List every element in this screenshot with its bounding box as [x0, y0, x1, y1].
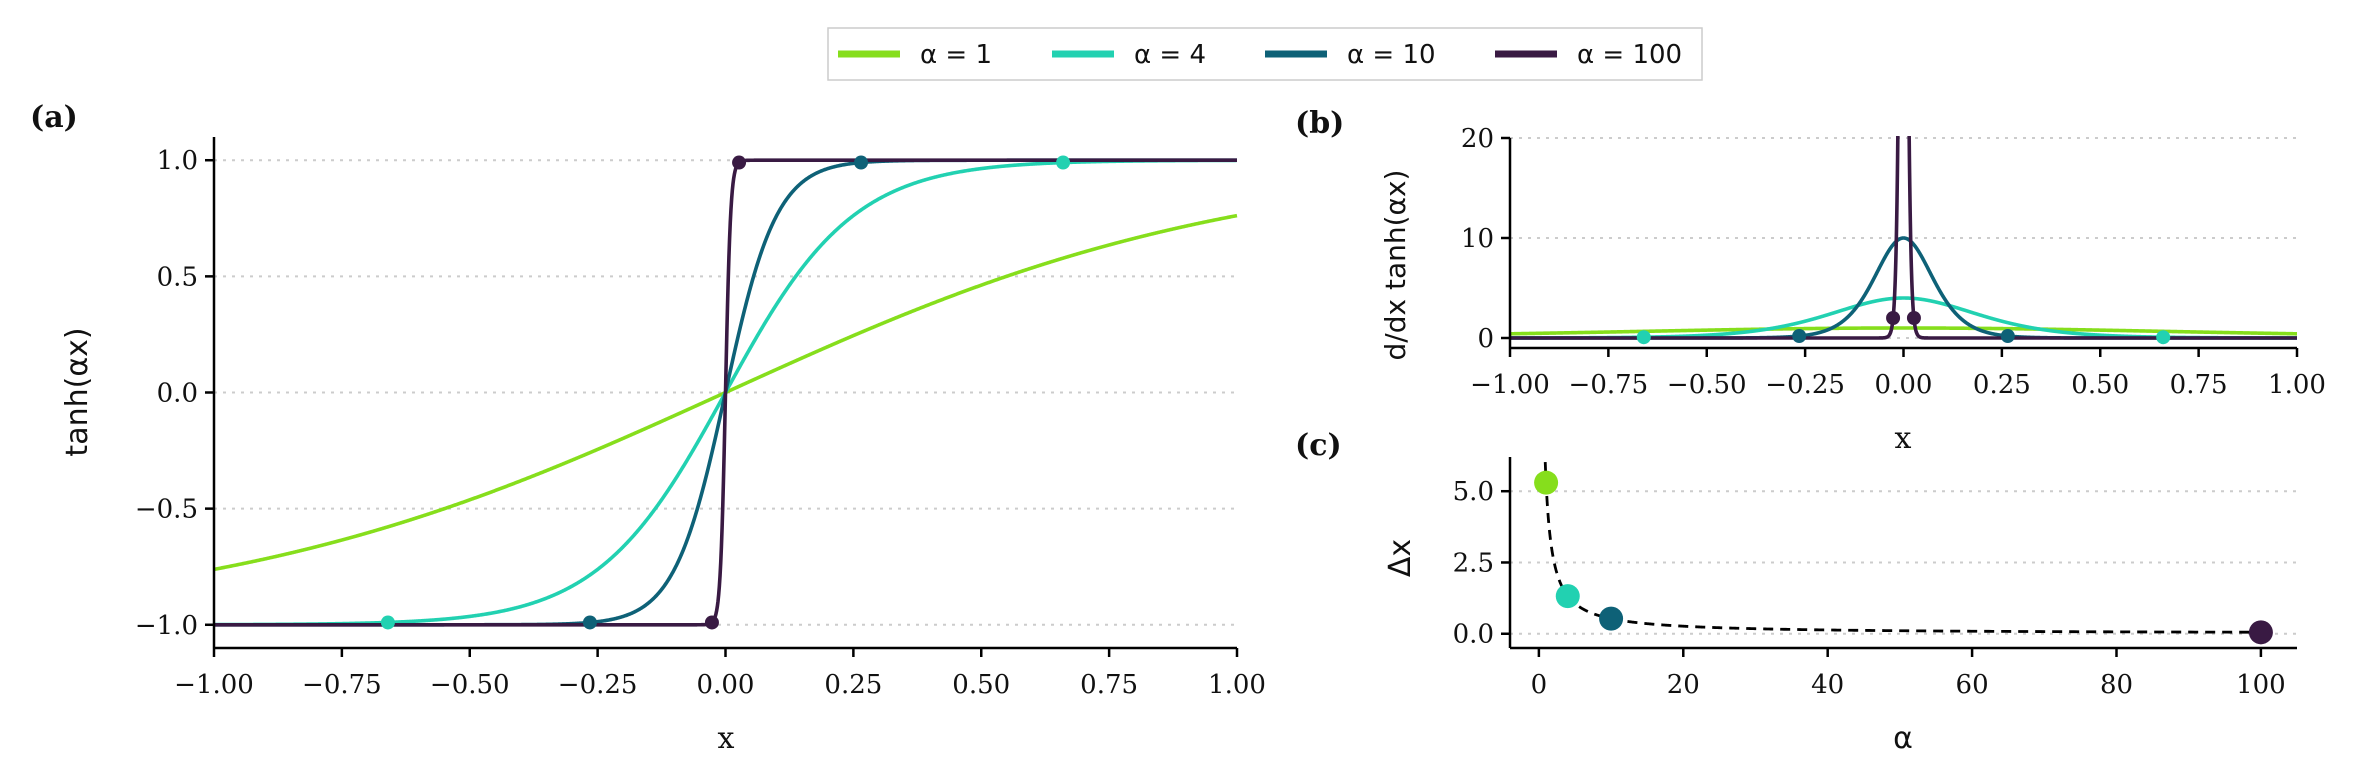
panel-c-y-tick-label: 5.0 [1453, 477, 1494, 507]
width-point-alpha-1 [1534, 470, 1559, 495]
panel-b-x-tick-label: −0.50 [1667, 370, 1747, 400]
panel-a-y-axis-label: tanh(αx) [60, 327, 95, 456]
panel-c-y-tick-label: 2.5 [1453, 548, 1494, 578]
panel-b-x-tick-label: 0.75 [2170, 370, 2228, 400]
panel-a-y-tick-label: −1.0 [135, 611, 198, 641]
legend-label-alpha-10: α = 10 [1347, 40, 1436, 70]
panel-label-b: (b) [1295, 106, 1344, 141]
panel-c-x-tick-label: 100 [2236, 670, 2286, 700]
derivative-curve-alpha-1 [1510, 326, 2297, 336]
panel-a-y-tick-label: 1.0 [157, 146, 198, 176]
panel-a-markers [380, 155, 1071, 630]
panel-b-x-tick-label: 0.00 [1875, 370, 1933, 400]
panel-b-y-tick-label: 20 [1461, 124, 1494, 154]
panel-b-derivative-plot: −1.00 −0.75 −0.50 −0.25 0.00 0.25 0.50 0.75 1.00… [1379, 124, 2326, 456]
panel-c-x-tick-label: 40 [1811, 670, 1844, 700]
tanh-marker-alpha-4 [380, 615, 395, 630]
panel-b-x-tick-label: −0.75 [1569, 370, 1649, 400]
panel-b-x-ticks: −1.00 −0.75 −0.50 −0.25 0.00 0.25 0.50 0.75 1.00 [1470, 348, 2326, 400]
panel-a-y-tick-label: −0.5 [135, 495, 198, 525]
legend-label-alpha-4: α = 4 [1134, 40, 1206, 70]
panel-a-x-tick-label: −1.00 [174, 670, 254, 700]
panel-c-width-plot: 0 20 40 60 80 100 0.0 2.5 5.0 α Δx [1383, 457, 2297, 756]
panel-c-fit-curve [1543, 461, 2261, 634]
panel-a-tanh-plot: −1.00 −0.75 −0.50 −0.25 0.00 0.25 0.50 0.75 1.00… [60, 137, 1266, 756]
derivative-marker-alpha-10 [1792, 329, 1807, 343]
panel-a-y-ticks: −1.0 −0.5 0.0 0.5 1.0 [135, 146, 214, 641]
tanh-marker-alpha-100 [704, 615, 719, 630]
panel-c-x-axis-label: α [1893, 721, 1913, 756]
panel-b-x-tick-label: −0.25 [1765, 370, 1845, 400]
panel-c-x-ticks: 0 20 40 60 80 100 [1531, 648, 2286, 700]
panel-a-x-ticks: −1.00 −0.75 −0.50 −0.25 0.00 0.25 0.50 0.75 1.00 [174, 648, 1266, 700]
panel-a-x-tick-label: 0.75 [1080, 670, 1138, 700]
panel-a-y-tick-label: 0.5 [157, 262, 198, 292]
legend-entry-alpha-4: α = 4 [1052, 40, 1206, 70]
derivative-marker-alpha-100 [1906, 311, 1921, 325]
panel-c-y-tick-label: 0.0 [1453, 620, 1494, 650]
derivative-curve-alpha-10 [1510, 236, 2297, 340]
panel-c-x-tick-label: 60 [1956, 670, 1989, 700]
panel-c-y-ticks: 0.0 2.5 5.0 [1453, 477, 1510, 650]
width-point-alpha-100 [2248, 620, 2273, 645]
panel-b-y-label-text: d/dx tanh(αx) [1379, 170, 1412, 361]
panel-a-x-tick-label: 0.50 [952, 670, 1010, 700]
width-point-alpha-4 [1555, 584, 1580, 609]
width-point-alpha-10 [1599, 606, 1624, 631]
panel-a-x-tick-label: 1.00 [1208, 670, 1266, 700]
panel-a-x-tick-label: −0.25 [558, 670, 638, 700]
panel-c-points [1534, 470, 2273, 645]
panel-label-a: (a) [30, 100, 78, 135]
legend-entry-alpha-100: α = 100 [1495, 40, 1682, 70]
panel-b-y-ticks: 0 10 20 [1461, 124, 1510, 354]
panel-a-x-tick-label: −0.75 [302, 670, 382, 700]
panel-b-x-tick-label: 0.25 [1973, 370, 2031, 400]
panel-b-y-axis-label: d/dx tanh(αx) [1379, 170, 1412, 361]
tanh-marker-alpha-10 [582, 615, 597, 630]
panel-b-x-axis-label: x [1895, 421, 1912, 456]
legend-label-alpha-1: α = 1 [920, 40, 992, 70]
panel-b-markers [1636, 311, 2171, 345]
panel-a-x-axis-label: x [718, 721, 735, 756]
derivative-marker-alpha-10 [2000, 329, 2015, 343]
legend: α = 1 α = 4 α = 10 α = 100 [827, 27, 1703, 81]
tanh-marker-alpha-100 [732, 155, 747, 170]
derivative-marker-alpha-4 [2156, 330, 2171, 345]
panel-c-y-axis-label: Δx [1383, 539, 1418, 577]
panel-c-x-tick-label: 0 [1531, 670, 1548, 700]
panel-c-x-tick-label: 20 [1667, 670, 1700, 700]
derivative-marker-alpha-4 [1636, 330, 1651, 345]
tanh-marker-alpha-10 [854, 155, 869, 170]
panel-a-x-tick-label: 0.00 [697, 670, 755, 700]
panel-c-x-tick-label: 80 [2100, 670, 2133, 700]
legend-entry-alpha-1: α = 1 [838, 40, 992, 70]
legend-label-alpha-100: α = 100 [1577, 40, 1682, 70]
panel-c-gridlines [1510, 490, 2297, 635]
panel-b-x-tick-label: 0.50 [2071, 370, 2129, 400]
panel-a-y-tick-label: 0.0 [157, 379, 198, 409]
panel-b-x-tick-label: −1.00 [1470, 370, 1550, 400]
derivative-marker-alpha-100 [1886, 311, 1901, 325]
panel-b-y-tick-label: 0 [1477, 324, 1494, 354]
panel-a-x-tick-label: −0.50 [430, 670, 510, 700]
panel-b-x-tick-label: 1.00 [2268, 370, 2326, 400]
panel-label-c: (c) [1295, 428, 1342, 463]
panel-b-y-tick-label: 10 [1461, 224, 1494, 254]
tanh-marker-alpha-4 [1056, 155, 1071, 170]
legend-entry-alpha-10: α = 10 [1265, 40, 1436, 70]
panel-a-x-tick-label: 0.25 [824, 670, 882, 700]
